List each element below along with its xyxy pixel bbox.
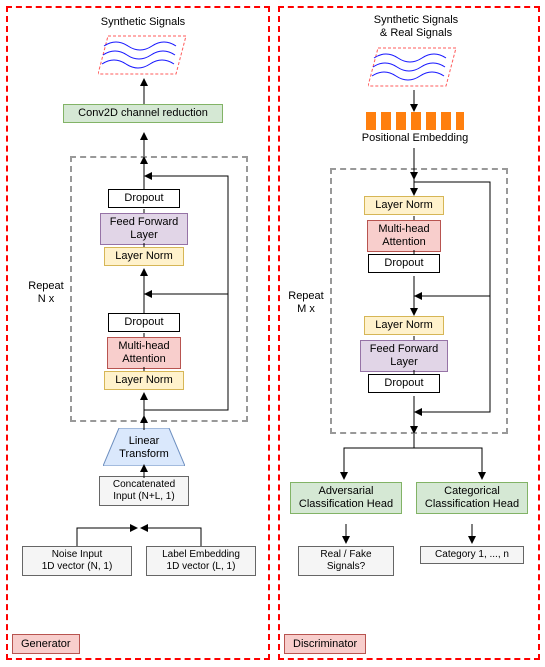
generator-panel: Generator Synthetic Signals Conv2D chann… <box>6 6 270 660</box>
gen-repeat: Repeat N x <box>26 280 66 306</box>
head-arrows <box>290 524 530 546</box>
concat: Concatenated Input (N+L, 1) <box>99 476 189 506</box>
arrow-cc-lt <box>138 464 150 478</box>
cat-head: Categorical Classification Head <box>416 482 528 514</box>
wave-icon <box>98 32 190 78</box>
disc-title: Synthetic Signals & Real Signals <box>356 14 476 40</box>
gen-inner-arrows <box>70 156 248 422</box>
conv2d: Conv2D channel reduction <box>63 104 223 123</box>
arrow-db-conv <box>138 132 150 158</box>
disc-label: Discriminator <box>284 634 366 654</box>
pos-emb: Positional Embedding <box>350 132 480 145</box>
arrow-lt-db <box>138 415 150 430</box>
split-arrows <box>290 434 530 482</box>
syn-title: Synthetic Signals <box>83 16 203 29</box>
disc-inner-arrows <box>330 168 508 434</box>
disc-repeat: Repeat M x <box>286 290 326 316</box>
discriminator-panel: Discriminator Synthetic Signals & Real S… <box>278 6 540 660</box>
pos-emb-icon <box>366 112 464 130</box>
cat-out: Category 1, ..., n <box>420 546 524 564</box>
adv-head: Adversarial Classification Head <box>290 482 402 514</box>
arrow-conv-wave <box>138 78 150 104</box>
wave-icon-d <box>368 44 460 90</box>
svg-text:Transform: Transform <box>119 448 169 460</box>
noise-input: Noise Input 1D vector (N, 1) <box>22 546 132 576</box>
label-emb: Label Embedding 1D vector (L, 1) <box>146 546 256 576</box>
arr-wave-pos <box>408 90 420 112</box>
svg-text:Linear: Linear <box>129 435 160 447</box>
rf-out: Real / Fake Signals? <box>298 546 394 576</box>
generator-label: Generator <box>12 634 80 654</box>
arrows-inputs <box>22 508 262 548</box>
linear-transform: Linear Transform <box>103 428 185 466</box>
